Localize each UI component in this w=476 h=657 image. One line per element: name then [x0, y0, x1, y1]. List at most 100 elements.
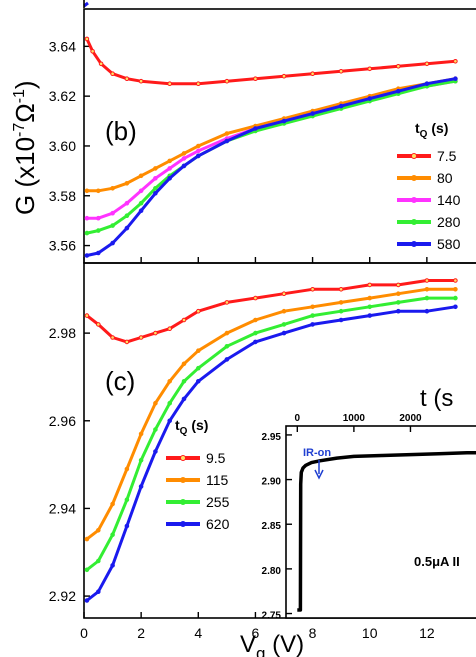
data-point: [338, 317, 344, 323]
data-point: [96, 558, 101, 564]
data-point: [396, 88, 401, 94]
data-point: [310, 304, 315, 310]
data-point: [167, 158, 172, 164]
data-point: [196, 308, 201, 314]
legend-marker: [411, 219, 417, 225]
x-tick-label: 1000: [343, 413, 366, 424]
data-point: [96, 228, 101, 233]
data-point: [124, 200, 130, 206]
data-point: [181, 396, 187, 402]
data-point: [181, 156, 187, 161]
panel-b-legend: tQ (s) 7.5 80 140 280 580: [397, 120, 461, 252]
ir-on-annotation: IR-on: [303, 447, 331, 459]
x-axis-label: Vg (V): [240, 631, 304, 657]
series-line-255: [85, 296, 456, 571]
y-tick-label: 2.85: [262, 521, 282, 532]
data-point: [453, 59, 458, 64]
data-point: [124, 339, 130, 345]
data-point: [396, 300, 401, 305]
data-point: [253, 126, 258, 131]
data-point: [196, 365, 201, 371]
data-point: [167, 166, 172, 171]
data-point: [281, 322, 287, 327]
data-point: [367, 295, 373, 301]
inset-x-axis-label: t (s: [420, 385, 453, 412]
panel-b-legend-title: tQ (s): [415, 120, 448, 140]
data-point: [167, 418, 172, 424]
legend-label-7.5: 7.5: [437, 148, 457, 164]
data-point: [181, 163, 187, 169]
x-tick-label: 0: [80, 625, 88, 641]
legend-marker: [411, 153, 417, 159]
data-point: [424, 295, 430, 301]
data-point: [224, 344, 230, 349]
inset-ticks: 2.75 2.80 2.85 2.90 2.95 0 1000 2000: [262, 413, 422, 622]
data-point: [181, 379, 187, 384]
data-point: [138, 484, 144, 489]
panel-c-label: (c): [105, 366, 135, 396]
legend-label-9.5: 9.5: [206, 450, 226, 466]
data-point: [224, 138, 230, 144]
data-point: [281, 330, 287, 336]
legend-label-115: 115: [206, 472, 229, 488]
panel-b-frame: [83, 8, 476, 264]
data-point: [181, 317, 187, 323]
data-point: [453, 278, 458, 283]
x-tick-label: 0: [295, 413, 301, 424]
y-tick-label: 2.92: [49, 588, 76, 604]
data-point: [396, 282, 401, 288]
data-point: [96, 528, 101, 533]
inset: 2.75 2.80 2.85 2.90 2.95 0 1000 2000 t (s IR-on…: [262, 385, 476, 622]
data-point: [153, 330, 158, 336]
panel-b-series: [84, 36, 458, 258]
data-point: [84, 230, 90, 236]
legend-label-620: 620: [206, 516, 230, 532]
data-point: [367, 96, 373, 101]
data-point: [124, 76, 130, 81]
data-point: [224, 131, 230, 136]
data-point: [124, 181, 130, 186]
x-tick-label: 2: [137, 625, 145, 641]
data-point: [224, 78, 230, 84]
data-point: [196, 348, 201, 354]
data-point: [167, 400, 172, 406]
legend-marker: [180, 477, 186, 483]
data-point: [310, 287, 315, 292]
y-tick-label: 3.60: [49, 138, 76, 154]
legend-label-140: 140: [437, 192, 461, 208]
panel-b-ticks: 3.56 3.58 3.60 3.62 3.64: [49, 38, 428, 263]
series-line-115: [85, 287, 456, 541]
data-point: [96, 250, 101, 256]
data-point: [424, 61, 430, 67]
data-point: [338, 69, 344, 74]
data-point: [153, 191, 158, 196]
data-point: [224, 300, 230, 305]
y-axis-label: G (x10-7Ω-1): [10, 80, 40, 215]
panel-b-label: (b): [105, 116, 137, 146]
data-point: [138, 78, 144, 84]
y-tick-label: 3.56: [49, 238, 76, 254]
ir-on-arrow: [314, 460, 324, 480]
data-point: [167, 379, 172, 384]
series-line-620: [85, 305, 456, 602]
data-point: [367, 282, 373, 288]
y-tick-label: 2.98: [49, 325, 76, 341]
data-point: [281, 73, 287, 79]
legend-marker: [180, 499, 186, 505]
panel-c-legend-title: tQ (s): [175, 417, 208, 437]
data-point: [453, 295, 458, 301]
panel-c-frame: [83, 262, 476, 619]
data-point: [367, 66, 373, 72]
data-point: [98, 61, 104, 67]
data-point: [153, 400, 158, 406]
series-line-140: [86, 79, 456, 220]
data-point: [138, 208, 144, 213]
x-tick-label: 6: [252, 625, 260, 641]
panel-c-series: [84, 278, 458, 603]
data-point: [84, 313, 90, 318]
data-point: [338, 300, 344, 305]
data-point: [124, 225, 130, 231]
data-point: [196, 148, 201, 154]
legend-marker: [411, 197, 417, 203]
